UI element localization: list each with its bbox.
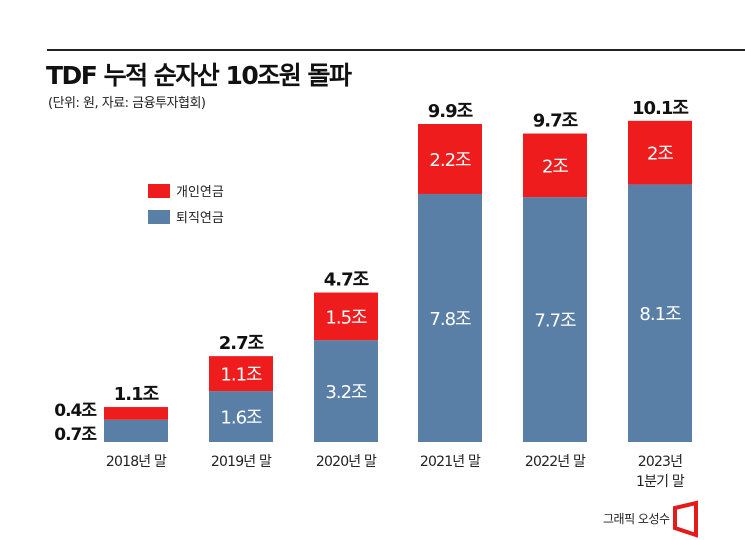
data-label: 1.6조 — [220, 408, 262, 429]
data-label: 3.2조 — [325, 382, 367, 403]
x-tick-label: 2022년 말 — [525, 454, 586, 470]
bar-personal — [418, 124, 482, 194]
bar-personal — [314, 292, 378, 341]
x-tick-label: 1분기 말 — [636, 474, 685, 490]
legend-item-retirement: 퇴직연금 — [148, 207, 224, 226]
x-tick-label: 2021년 말 — [420, 454, 481, 470]
total-label: 4.7조 — [324, 270, 369, 291]
bar-personal — [628, 120, 692, 185]
legend-item-personal: 개인연금 — [148, 181, 224, 200]
bar-personal — [209, 356, 273, 392]
legend-swatch-blue — [148, 209, 170, 224]
data-label: 2조 — [542, 156, 568, 177]
data-label: 2.2조 — [429, 150, 471, 171]
bar-retirement — [628, 184, 692, 443]
bar-personal — [104, 407, 168, 420]
total-label: 2.7조 — [219, 333, 264, 354]
data-label: 0.7조 — [54, 425, 97, 445]
legend-label: 퇴직연금 — [176, 211, 224, 226]
data-label: 8.1조 — [639, 304, 681, 325]
x-tick-label: 2019년 말 — [211, 454, 272, 470]
data-label: 7.8조 — [429, 309, 471, 330]
data-label: 7.7조 — [534, 311, 576, 332]
legend-label: 개인연금 — [176, 185, 224, 200]
x-tick-label: 2020년 말 — [316, 454, 377, 470]
bar-retirement — [523, 197, 587, 442]
total-label: 9.7조 — [533, 111, 578, 132]
data-label: 0.4조 — [54, 401, 97, 421]
total-label: 9.9조 — [428, 101, 473, 122]
bar-retirement — [418, 193, 482, 442]
total-label: 10.1조 — [632, 98, 688, 119]
x-tick-label: 2023년 — [638, 454, 683, 470]
data-label: 1.1조 — [220, 365, 262, 386]
bar-retirement — [209, 391, 273, 442]
data-label: 2조 — [647, 144, 673, 165]
bar-personal — [523, 133, 587, 198]
top-rule — [47, 49, 745, 51]
bar-retirement — [314, 340, 378, 442]
chart-title: TDF 누적 순자산 10조원 돌파 — [46, 61, 352, 90]
bar-retirement — [104, 419, 168, 442]
total-label: 1.1조 — [114, 384, 159, 405]
credit: 그래픽 오성수 — [603, 512, 670, 526]
data-label: 1.5조 — [325, 307, 367, 328]
chart-subtitle: (단위: 원, 자료: 금융투자협회) — [48, 96, 206, 111]
legend-swatch-red — [148, 183, 170, 198]
x-tick-label: 2018년 말 — [106, 454, 167, 470]
